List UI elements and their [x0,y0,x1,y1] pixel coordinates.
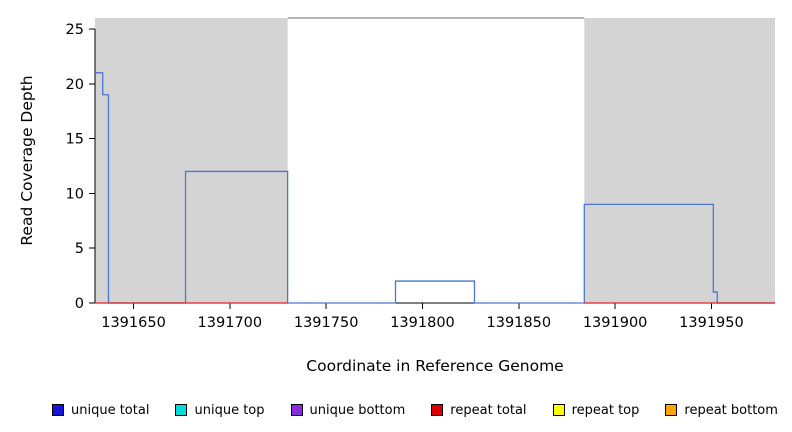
y-tick-label: 0 [75,296,84,312]
legend-swatch-repeat-top-icon [552,404,565,416]
legend-label: unique total [71,402,150,418]
x-axis-title: Coordinate in Reference Genome [306,357,563,375]
y-tick-label: 10 [66,186,84,202]
x-tick-label: 1391650 [101,315,166,331]
legend-label: repeat top [571,402,640,418]
y-axis-title: Read Coverage Depth [18,75,36,245]
x-tick-label: 1391750 [294,315,359,331]
x-tick-label: 1391850 [487,315,552,331]
legend-swatch-repeat-total-icon [431,404,444,416]
legend-label: repeat total [450,402,527,418]
x-tick-label: 1391700 [198,315,263,331]
legend-item-unique-total: unique total [52,403,149,418]
y-tick-label: 25 [66,22,84,38]
legend-swatch-unique-top-icon [175,404,188,416]
legend-item-repeat-bottom: repeat bottom [665,403,778,418]
legend-item-repeat-top: repeat top [552,402,640,418]
repeat-region-shading [95,18,288,303]
legend-item-repeat-total: repeat total [431,402,527,418]
x-tick-label: 1391800 [390,315,455,331]
legend-item-unique-top: unique top [175,402,265,418]
legend-item-unique-bottom: unique bottom [290,402,406,418]
y-tick-label: 20 [66,77,84,93]
legend-swatch-unique-bottom-icon [290,404,303,416]
y-tick-label: 15 [66,132,84,148]
coverage-chart: 1391650 1391700 1391750 1391800 1391850 13919… [18,17,775,375]
legend-swatch-unique-total-icon [52,404,64,416]
y-tick-label: 5 [75,241,84,257]
legend-label: unique bottom [309,402,406,418]
chart-legend: unique total unique top unique bottom re… [0,397,792,423]
repeat-region-shading [584,18,775,303]
legend-label: unique top [194,402,265,418]
x-tick-label: 1391900 [583,315,648,331]
legend-swatch-repeat-bottom-icon [665,404,678,416]
series-unique-total [95,72,775,304]
x-tick-label: 1391950 [679,315,744,331]
legend-label: repeat bottom [684,402,778,418]
